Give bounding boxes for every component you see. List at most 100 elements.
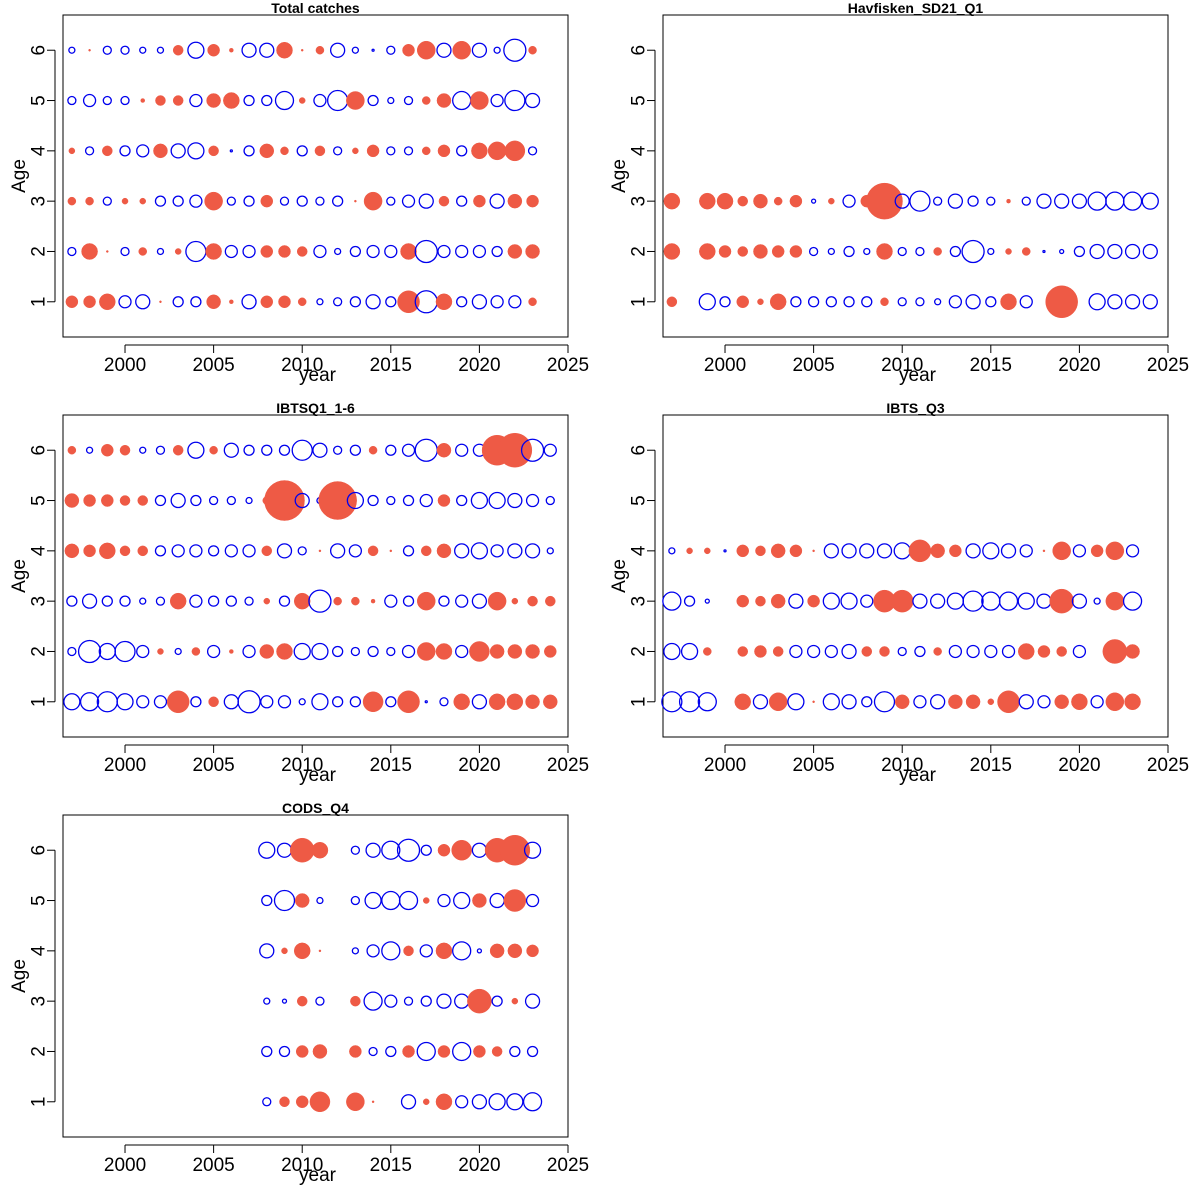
bubble-positive xyxy=(205,243,222,260)
bubble-negative xyxy=(414,239,438,264)
bubble-negative xyxy=(1021,196,1031,206)
bubble-positive xyxy=(1105,692,1125,712)
bubble-negative xyxy=(1107,243,1123,260)
bubble-negative xyxy=(1018,694,1034,710)
bubble-negative xyxy=(984,644,998,659)
bubble-positive xyxy=(293,942,311,960)
bubble-negative xyxy=(981,591,1001,611)
bubble-negative xyxy=(1093,597,1101,605)
bubble-negative xyxy=(1105,191,1125,211)
bubble-negative xyxy=(82,93,97,108)
x-axis-label: year xyxy=(299,1165,337,1186)
bubble-negative xyxy=(420,844,432,856)
x-tick-label: 2015 xyxy=(370,755,412,776)
bubble-positive xyxy=(281,947,288,955)
bubble-positive xyxy=(64,543,80,559)
bubble-negative xyxy=(948,644,963,659)
bubble-positive xyxy=(1042,549,1046,553)
bubble-negative xyxy=(119,145,131,157)
bubble-negative xyxy=(876,543,893,559)
bubble-positive xyxy=(507,644,523,659)
bubble-positive xyxy=(261,545,273,557)
x-tick-label: 2020 xyxy=(458,1155,500,1176)
bubble-positive xyxy=(770,543,786,559)
x-tick-label: 2005 xyxy=(192,755,234,776)
bubble-positive xyxy=(400,243,417,260)
chart-panel-2: Havfisken_SD21_Q1 2000 2005 2010 2015 2020 202… xyxy=(609,0,1189,386)
bubble-positive xyxy=(138,247,147,256)
bubble-negative xyxy=(396,838,421,862)
bubble-positive xyxy=(965,694,981,710)
bubble-negative xyxy=(472,244,487,259)
bubble-negative xyxy=(187,41,205,59)
bubble-positive xyxy=(704,547,711,555)
bubble-negative xyxy=(897,646,907,657)
bubble-positive xyxy=(172,95,184,106)
bubble-negative xyxy=(174,647,182,656)
bubble-positive xyxy=(276,643,293,660)
bubble-negative xyxy=(381,840,401,860)
y-tick-label: 2 xyxy=(29,1046,50,1057)
bubble-negative xyxy=(331,195,344,207)
bubble-positive xyxy=(207,43,220,57)
y-tick-label: 2 xyxy=(629,646,650,657)
bubble-positive xyxy=(421,146,431,156)
bubble-negative xyxy=(154,494,167,507)
bubble-negative xyxy=(437,244,451,259)
bubble-negative xyxy=(156,247,165,256)
bubble-negative xyxy=(279,196,290,206)
bubble-negative xyxy=(841,543,857,559)
bubble-positive xyxy=(718,245,732,258)
bubble-negative xyxy=(225,595,237,607)
panel-title: IBTS_Q3 xyxy=(886,400,945,416)
bubble-negative xyxy=(808,246,819,257)
y-tick-label: 5 xyxy=(629,95,650,106)
bubble-positive xyxy=(1045,285,1078,319)
y-tick-label: 5 xyxy=(629,495,650,506)
bubble-negative xyxy=(155,596,166,606)
bubble-negative xyxy=(789,644,803,659)
bubble-positive xyxy=(1090,544,1104,558)
bubble-negative xyxy=(476,948,483,954)
bubble-negative xyxy=(259,943,275,959)
bubble-negative xyxy=(153,695,168,709)
bubble-negative xyxy=(281,998,288,1004)
bubble-negative xyxy=(381,890,401,911)
bubble-negative xyxy=(187,142,205,160)
bubble-negative xyxy=(313,93,327,108)
bubble-negative xyxy=(332,146,343,156)
bubble-positive xyxy=(437,843,451,857)
bubble-positive xyxy=(703,647,712,656)
plot-frame xyxy=(62,414,569,738)
y-tick-label: 3 xyxy=(29,196,50,207)
bubble-positive xyxy=(318,549,322,553)
bubble-negative xyxy=(242,244,256,259)
bubble-positive xyxy=(527,595,538,607)
bubble-negative xyxy=(242,544,256,558)
bubble-negative xyxy=(187,441,205,459)
bubble-negative xyxy=(704,598,710,604)
bubble-positive xyxy=(472,893,487,908)
bubble-negative xyxy=(454,543,470,559)
bubble-positive xyxy=(209,445,218,455)
x-tick-label: 2015 xyxy=(970,755,1012,776)
bubble-negative xyxy=(894,193,910,209)
bubble-negative xyxy=(1124,243,1141,260)
bubble-negative xyxy=(1036,593,1052,609)
bubble-negative xyxy=(114,640,136,663)
panel-title: Total catches xyxy=(271,0,360,16)
bubble-positive xyxy=(526,944,539,958)
bubble-positive xyxy=(503,889,527,912)
x-tick-label: 2025 xyxy=(547,355,589,376)
bubble-negative xyxy=(263,997,271,1005)
bubble-positive xyxy=(754,645,767,658)
bubble-negative xyxy=(661,691,683,713)
bubble-positive xyxy=(949,544,962,558)
bubble-negative xyxy=(526,1045,539,1058)
bubble-positive xyxy=(83,494,96,507)
bubble-negative xyxy=(914,645,926,658)
bubble-negative xyxy=(490,93,504,108)
bubble-negative xyxy=(946,592,965,610)
bubble-negative xyxy=(308,589,332,613)
bubble-negative xyxy=(949,245,962,258)
